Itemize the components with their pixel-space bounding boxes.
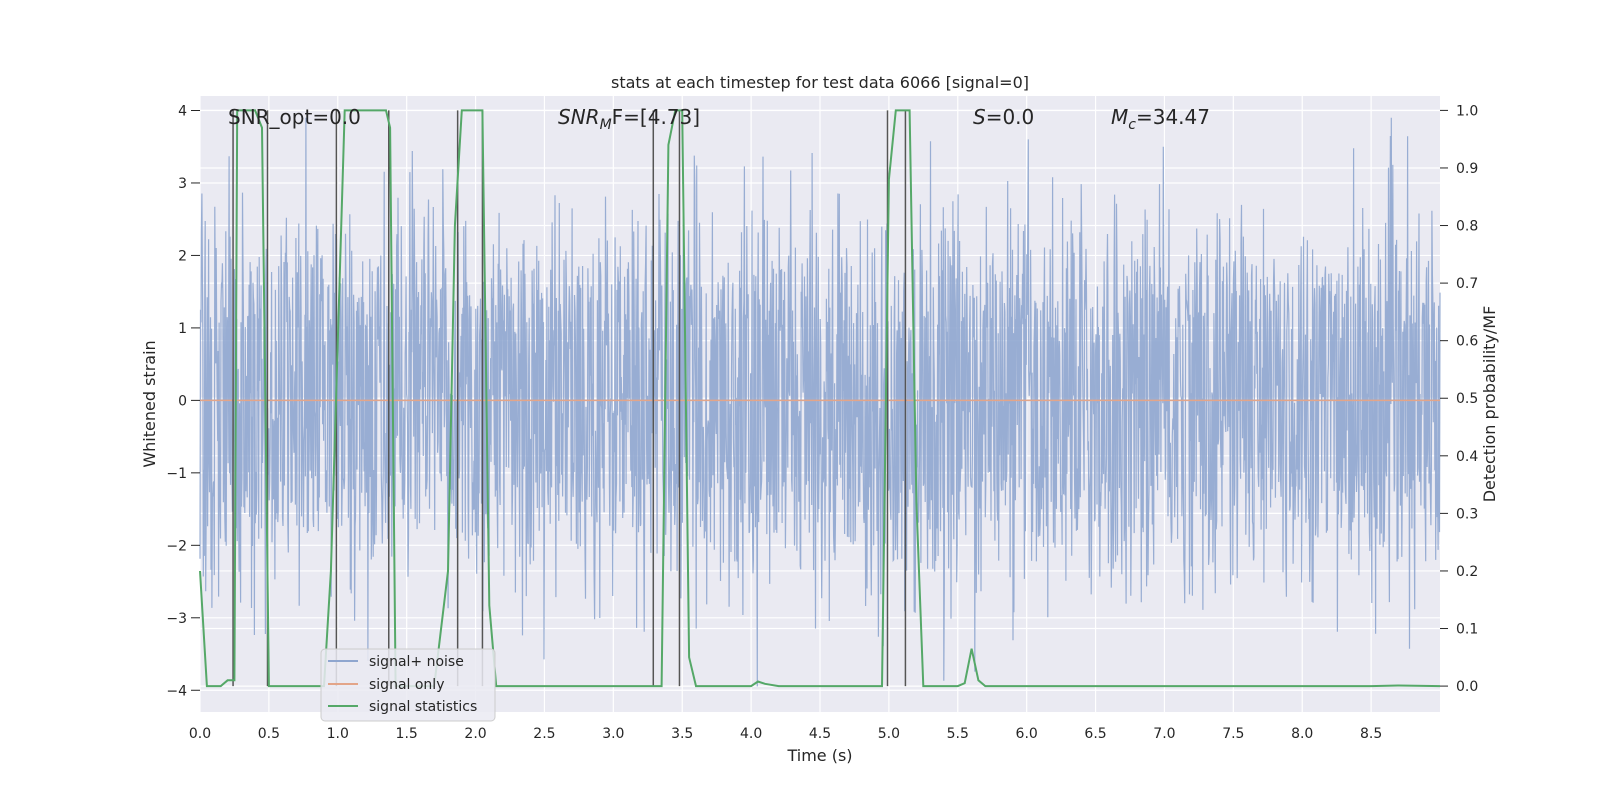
x-tick-label: 0.0 [189, 726, 211, 742]
y-right-tick-label: 0.5 [1456, 391, 1478, 407]
y-right-tick-label: 0.0 [1456, 679, 1478, 695]
x-tick-labels: 0.0 0.5 1.0 1.5 2.0 2.5 3.0 3.5 4.0 4.5 5.0 5.5 6.0 6… [189, 726, 1382, 742]
annotation-snr-mf-main: SNR [558, 105, 600, 129]
annotation-snr-opt: SNR_opt=0.0 [228, 105, 361, 129]
y-right-tick-labels: 1.0 0.9 0.8 0.7 0.6 0.5 0.4 0.3 0.2 0.1 0.0 [1440, 103, 1478, 695]
series-signal-statistics [199, 109, 1441, 688]
annotation-mc-sub: c [1128, 117, 1136, 133]
y-axis-left-label: Whitened strain [140, 340, 159, 467]
legend-box [320, 648, 496, 722]
annotation-snr-mf: SNRMF=[4.73] [558, 105, 700, 133]
y-right-tick-label: 0.8 [1456, 219, 1478, 235]
x-tick-label: 2.5 [533, 726, 555, 742]
y-right-tick-label: 0.7 [1456, 276, 1478, 292]
legend-label-noise: signal+ noise [369, 654, 464, 670]
y-right-tick-label: 0.1 [1456, 622, 1478, 638]
y-right-tick-label: 0.3 [1456, 506, 1478, 522]
y-right-tick-label: 0.9 [1456, 161, 1478, 177]
series-signal-noise [199, 117, 1441, 687]
x-tick-label: 6.5 [1084, 726, 1106, 742]
y-left-tick-label: 2 [178, 248, 187, 264]
x-tick-label: 4.0 [740, 726, 762, 742]
x-tick-label: 6.0 [1016, 726, 1038, 742]
annotation-s-rest: =0.0 [986, 105, 1035, 129]
noise-trace [199, 117, 1441, 687]
x-tick-label: 5.0 [878, 726, 900, 742]
y-left-tick-label: 1 [178, 321, 187, 337]
y-left-tick-label: 0 [178, 393, 187, 409]
x-tick-label: 8.0 [1291, 726, 1313, 742]
x-tick-label: 8.5 [1360, 726, 1382, 742]
legend-label-statistics: signal statistics [369, 699, 477, 715]
signal-statistics-line [199, 109, 1441, 688]
y-axis-right-label: Detection probability/MF [1480, 306, 1499, 503]
annotation-s-main: S [973, 105, 986, 129]
annotation-mc: Mc=34.47 [1111, 105, 1210, 133]
y-left-tick-labels: 4 3 2 1 0 −1 −2 −3 −4 [166, 103, 200, 699]
x-tick-label: 0.5 [258, 726, 280, 742]
y-right-tick-label: 0.6 [1456, 334, 1478, 350]
y-left-tick-label: −1 [166, 466, 187, 482]
y-left-tick-label: −4 [166, 683, 187, 699]
x-tick-label: 2.0 [464, 726, 486, 742]
x-tick-label: 1.0 [327, 726, 349, 742]
legend-label-signal-only: signal only [369, 677, 444, 693]
x-tick-label: 7.0 [1153, 726, 1175, 742]
x-tick-label: 4.5 [809, 726, 831, 742]
x-tick-label: 5.5 [947, 726, 969, 742]
x-tick-label: 7.5 [1222, 726, 1244, 742]
x-axis-label: Time (s) [786, 746, 852, 765]
x-tick-label: 1.5 [396, 726, 418, 742]
x-tick-label: 3.5 [671, 726, 693, 742]
y-right-tick-label: 0.4 [1456, 449, 1478, 465]
annotation-mc-main: M [1111, 105, 1128, 129]
y-left-tick-label: 4 [178, 103, 187, 119]
y-right-tick-label: 1.0 [1456, 103, 1478, 119]
annotation-snr-mf-rest: F=[4.73] [612, 105, 700, 129]
y-right-tick-label: 0.2 [1456, 564, 1478, 580]
y-left-tick-label: −2 [166, 538, 187, 554]
legend: signal+ noise signal only signal statist… [320, 648, 496, 722]
chart-title: stats at each timestep for test data 606… [611, 73, 1029, 92]
y-left-tick-label: 3 [178, 176, 187, 192]
annotation-s: S=0.0 [973, 105, 1034, 129]
annotation-snr-mf-sub: M [600, 117, 612, 133]
y-left-tick-label: −3 [166, 611, 187, 627]
annotation-mc-rest: =34.47 [1136, 105, 1210, 129]
x-tick-label: 3.0 [602, 726, 624, 742]
